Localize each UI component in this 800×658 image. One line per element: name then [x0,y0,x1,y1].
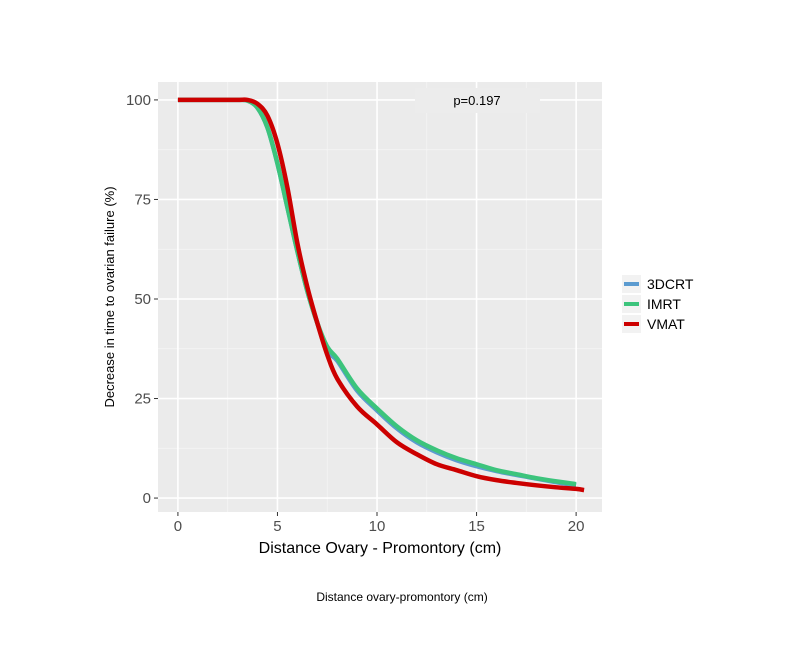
grid-lines [158,82,602,512]
x-tick-label: 10 [369,518,386,535]
x-axis-title: Distance Ovary - Promontory (cm) [259,540,502,557]
series-lines [177,97,585,493]
axis-ticks: 0 5 10 15 20 0 25 50 75 100 [126,92,584,535]
legend-label: IMRT [647,296,681,312]
legend-label: 3DCRT [647,276,694,292]
x-tick-label: 0 [174,518,182,535]
x-tick-label: 5 [273,518,281,535]
figure-caption: Distance ovary-promontory (cm) [316,590,487,604]
annotation-box [415,88,540,113]
plot-panel [158,82,602,512]
y-tick-label: 0 [143,490,151,507]
annotation-p-value: p=0.197 [453,93,500,108]
series-line-vmat [177,97,585,493]
y-tick-label: 100 [126,92,151,109]
y-axis-title: Decrease in time to ovarian failure (%) [102,186,117,407]
y-tick-label: 75 [134,191,151,208]
x-tick-label: 20 [568,518,585,535]
x-tick-label: 15 [468,518,485,535]
legend: 3DCRT IMRT VMAT [622,275,694,333]
y-tick-label: 50 [134,291,151,308]
y-tick-label: 25 [134,391,151,408]
legend-label: VMAT [647,316,685,332]
